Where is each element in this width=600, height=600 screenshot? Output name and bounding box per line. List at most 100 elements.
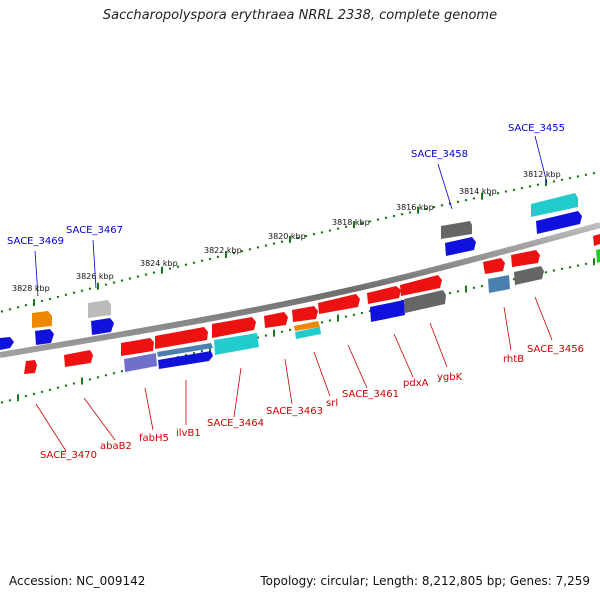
minor-tick-dot [184, 263, 188, 266]
major-tick [161, 266, 163, 274]
gene-arrow[interactable] [294, 321, 320, 331]
major-tick [337, 314, 339, 322]
gene-arrow[interactable] [91, 318, 114, 335]
gene-arrow[interactable] [514, 266, 544, 285]
minor-tick-dot [456, 200, 460, 204]
tick-label: 3824 kbp [140, 259, 178, 268]
minor-tick-dot [8, 399, 12, 402]
minor-tick-dot [424, 207, 428, 211]
minor-tick-dot [352, 313, 356, 317]
gene-arrow[interactable] [155, 327, 208, 349]
gene-label-bottom[interactable]: SACE_3463 [266, 406, 323, 417]
callout-line [534, 135, 548, 184]
tick-label: 3812 kbp [523, 170, 561, 179]
gene-arrow[interactable] [367, 286, 401, 304]
gene-label-top[interactable]: SACE_3469 [7, 236, 64, 247]
minor-tick-dot [264, 334, 268, 337]
gene-label-top[interactable]: SACE_3458 [411, 149, 468, 160]
tick-label: 3828 kbp [12, 284, 50, 293]
minor-tick-dot [384, 216, 388, 220]
minor-tick-dot [56, 295, 60, 299]
gene-arrow[interactable] [88, 300, 111, 318]
gene-arrow[interactable] [121, 338, 154, 356]
callout-line [347, 344, 368, 389]
minor-tick-dot [560, 267, 564, 271]
minor-tick-dot [576, 175, 580, 178]
gene-label-bottom[interactable]: abaB2 [100, 441, 132, 452]
gene-arrow[interactable] [511, 250, 540, 267]
minor-tick-dot [344, 315, 348, 318]
minor-tick-dot [112, 372, 116, 375]
major-tick [17, 394, 19, 402]
gene-arrow[interactable] [0, 337, 14, 350]
gene-label-top[interactable]: SACE_3467 [66, 225, 123, 236]
gene-arrow[interactable] [32, 311, 52, 328]
gene-arrow[interactable] [124, 353, 157, 372]
minor-tick-dot [312, 233, 316, 236]
gene-label-bottom[interactable]: pdxA [403, 378, 429, 389]
minor-tick-dot [120, 370, 124, 373]
gene-arrow[interactable] [318, 294, 360, 314]
gene-arrow[interactable] [445, 237, 476, 256]
gene-arrow[interactable] [596, 249, 600, 263]
minor-tick-dot [512, 188, 516, 192]
minor-tick-dot [288, 328, 292, 332]
minor-tick-dot [176, 265, 180, 268]
gene-arrow[interactable] [292, 306, 318, 322]
minor-tick-dot [464, 198, 468, 202]
minor-tick-dot [328, 229, 332, 232]
gene-label-bottom[interactable]: SACE_3470 [40, 450, 97, 461]
minor-tick-dot [344, 225, 348, 229]
gene-arrow[interactable] [264, 312, 288, 328]
gene-arrow[interactable] [214, 333, 259, 355]
tick-label: 3814 kbp [459, 187, 497, 196]
gene-arrow[interactable] [35, 329, 54, 345]
minor-tick-dot [88, 287, 92, 290]
gene-arrow[interactable] [400, 275, 442, 296]
gene-arrow[interactable] [536, 211, 582, 234]
minor-tick-dot [88, 378, 92, 381]
gene-label-bottom[interactable]: SACE_3461 [342, 389, 399, 400]
gene-label-bottom[interactable]: ilvB1 [176, 428, 201, 439]
minor-tick-dot [232, 251, 236, 255]
gene-arrow[interactable] [157, 343, 213, 357]
gene-arrow[interactable] [488, 275, 510, 293]
gene-arrow[interactable] [404, 290, 446, 313]
gene-arrow[interactable] [158, 351, 213, 369]
gene-arrow[interactable] [483, 258, 505, 274]
gene-arrow[interactable] [64, 350, 93, 367]
minor-tick-dot [80, 289, 84, 292]
gene-arrow[interactable] [531, 193, 578, 217]
tick-label: 3826 kbp [76, 272, 114, 281]
gene-label-bottom[interactable]: rhtB [503, 354, 524, 365]
gene-label-top[interactable]: SACE_3455 [508, 123, 565, 134]
gene-label-bottom[interactable]: ygbK [437, 372, 463, 383]
minor-tick-dot [528, 185, 532, 188]
minor-tick-dot [136, 275, 140, 278]
major-tick [545, 179, 547, 187]
gene-arrow[interactable] [295, 327, 321, 339]
minor-tick-dot [56, 386, 60, 389]
gene-arrow[interactable] [441, 221, 472, 239]
minor-tick-dot [392, 214, 396, 218]
minor-tick-dot [168, 267, 172, 270]
minor-tick-dot [96, 376, 100, 379]
minor-tick-dot [48, 297, 52, 301]
gene-label-bottom[interactable]: SACE_3464 [207, 418, 264, 429]
gene-label-bottom[interactable]: srl [326, 398, 338, 409]
minor-tick-dot [200, 259, 204, 263]
callout-line [284, 358, 293, 405]
gene-arrow[interactable] [24, 360, 37, 374]
gene-label-bottom[interactable]: fabH5 [139, 433, 169, 444]
minor-tick-dot [192, 351, 196, 355]
gene-label-bottom[interactable]: SACE_3456 [527, 344, 584, 355]
gene-arrow[interactable] [212, 317, 256, 338]
minor-tick-dot [560, 178, 564, 181]
minor-tick-dot [552, 269, 556, 272]
gene-arrow[interactable] [370, 300, 405, 322]
gene-arrow[interactable] [593, 234, 600, 246]
minor-tick-dot [544, 271, 548, 274]
accession-text: Accession: NC_009142 [9, 574, 146, 588]
callout-line [92, 239, 97, 289]
minor-tick-dot [16, 306, 20, 309]
